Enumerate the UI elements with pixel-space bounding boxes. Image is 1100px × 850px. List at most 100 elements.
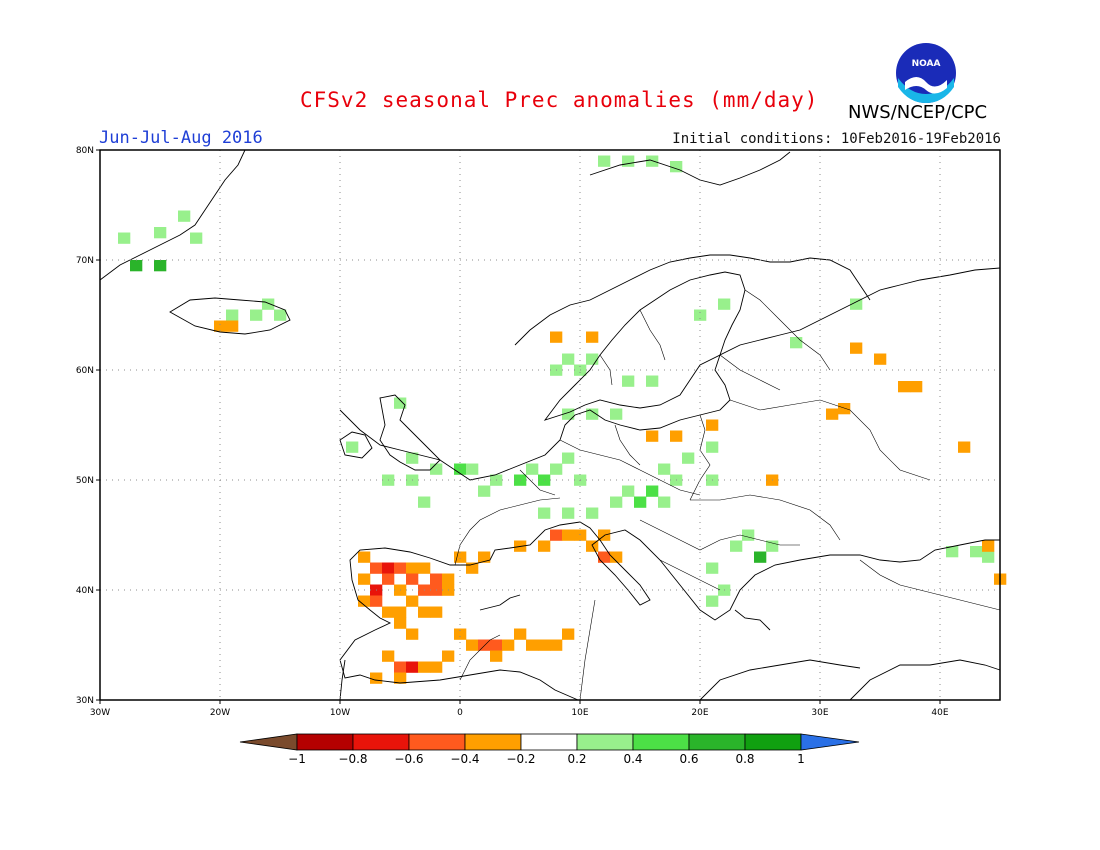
anomaly-cell [478,639,491,651]
lon-tick-label: 40E [931,708,948,718]
anomaly-cell [562,628,575,640]
anomaly-cell [586,331,599,343]
anomaly-cell [478,485,491,497]
anomaly-cell [466,639,479,651]
lat-tick-label: 40N [76,586,94,596]
anomaly-cell [622,155,635,167]
anomaly-cell [610,496,623,508]
lat-tick-label: 80N [76,146,94,156]
colorbar-swatch [632,733,690,751]
anomaly-cell [274,309,287,321]
noaa-logo-text: NOAA [912,59,941,69]
anomaly-cell [394,661,407,673]
colorbar-min-arrow [239,733,298,751]
anomaly-cell [586,408,599,420]
anomaly-cell [538,507,551,519]
anomaly-cell [214,320,227,332]
anomaly-cell [406,595,419,607]
anomaly-cell [406,562,419,574]
anomaly-cell [406,628,419,640]
anomaly-cell [634,496,647,508]
anomaly-cell [370,672,383,684]
anomaly-cell [526,639,539,651]
anomaly-cell [790,337,803,349]
anomaly-cell [526,463,539,475]
colorbar-max-arrow [800,733,860,751]
anomaly-cell [178,210,191,222]
anomaly-cell [574,529,587,541]
anomaly-cell [406,661,419,673]
anomaly-cell [550,463,563,475]
anomaly-cell [706,419,719,431]
anomaly-cell [394,562,407,574]
colorbar-label: −0.2 [506,752,535,766]
anomaly-cell [382,606,395,618]
anomaly-cell [706,441,719,453]
anomaly-cell [586,353,599,365]
anomaly-cell [562,452,575,464]
anomaly-cell [850,298,863,310]
colorbar-swatch [576,733,634,751]
lon-tick-label: 20W [210,708,230,718]
forecast-period: Jun-Jul-Aug 2016 [99,128,263,148]
colorbar-swatch [688,733,746,751]
anomaly-cell [394,606,407,618]
anomaly-cell [370,595,383,607]
noaa-logo: NOAA [896,43,956,103]
anomaly-cell [430,606,443,618]
anomaly-cell [562,353,575,365]
anomaly-cell [586,507,599,519]
anomaly-cell [646,430,659,442]
lat-tick-label: 70N [76,256,94,266]
anomaly-cell [742,529,755,541]
anomaly-cell [502,639,515,651]
colorbar-label: −1 [288,752,306,766]
anomaly-cell [406,573,419,585]
lon-tick-label: 0 [457,708,463,718]
anomaly-cell [610,408,623,420]
anomaly-cell [838,403,851,415]
lat-tick-label: 60N [76,366,94,376]
colorbar-swatch [408,733,466,751]
anomaly-cell [598,551,611,563]
colorbar-label: 0.6 [679,752,698,766]
anomaly-cell [454,463,467,475]
colorbar-swatch [520,733,578,751]
anomaly-cell [550,529,563,541]
anomaly-cell [622,375,635,387]
lon-tick-label: 20E [691,708,708,718]
map-frame [99,149,1001,701]
anomaly-cell [394,672,407,684]
agency-label: NWS/NCEP/CPC [848,102,988,123]
anomaly-cell [646,375,659,387]
colorbar-label: 0.8 [735,752,754,766]
anomaly-cell [346,441,359,453]
anomaly-cell [826,408,839,420]
anomaly-cell [670,161,683,173]
anomaly-cell [418,661,431,673]
anomaly-cell [130,260,143,272]
lon-tick-label: 10E [571,708,588,718]
anomaly-cell [454,628,467,640]
anomaly-cell [382,573,395,585]
anomaly-cell [394,397,407,409]
lat-tick-label: 30N [76,696,94,706]
anomaly-cell [706,562,719,574]
anomaly-cell [514,628,527,640]
anomaly-cell [418,606,431,618]
anomaly-cell [454,551,467,563]
anomaly-cell [226,309,239,321]
anomaly-cell [154,227,167,239]
lon-tick-label: 30E [811,708,828,718]
lon-tick-label: 30W [90,708,110,718]
anomaly-cell [550,639,563,651]
anomaly-cell [430,573,443,585]
anomaly-cell [550,331,563,343]
anomaly-cell [694,309,707,321]
anomaly-cell [382,650,395,662]
anomaly-cell [970,546,983,558]
lon-tick-label: 10W [330,708,350,718]
anomaly-cell [706,595,719,607]
anomaly-cell [562,408,575,420]
